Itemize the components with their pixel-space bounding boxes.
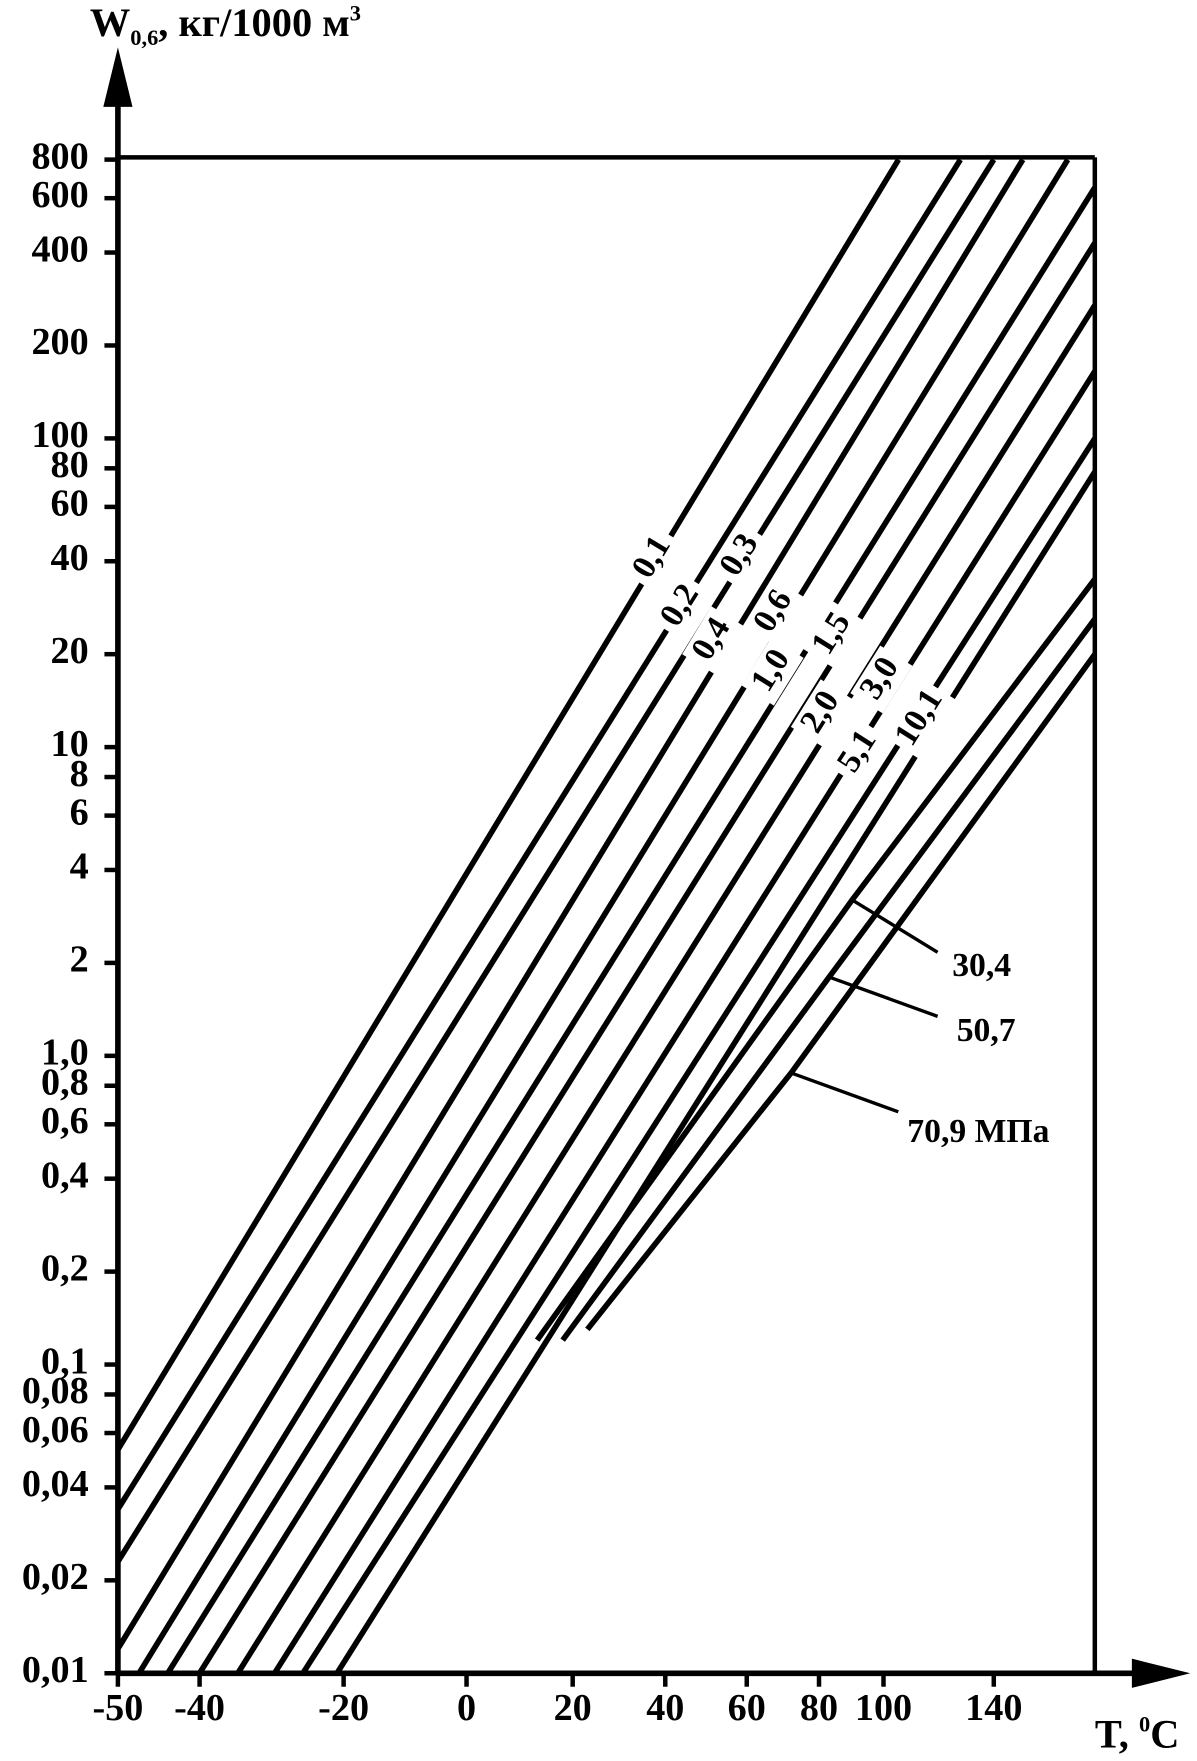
series-line [165,185,1095,1674]
y-tick-label: 0,02 [22,1556,89,1598]
y-tick-label: 6 [70,791,89,833]
x-axis-title-sup: 0 [1139,1712,1150,1737]
y-tick-label: 2 [70,939,89,981]
y-tick-label: 8 [70,753,89,795]
x-tick-label: -50 [92,1687,143,1729]
series-line [334,470,1095,1674]
series-line [117,158,997,1564]
y-axis-title-sup: 3 [350,0,361,25]
series-line [300,436,1095,1674]
series-label: 50,7 [957,1012,1016,1049]
label-background [743,578,806,647]
label-background [886,679,956,759]
y-axis-title-main: W [90,0,130,45]
label-background [710,522,773,590]
x-tick-label: -40 [174,1687,225,1729]
x-tick-label: 140 [965,1687,1022,1729]
x-tick-label: 60 [728,1687,766,1729]
y-tick-label: 0,1 [41,1340,89,1382]
y-tick-label: 60 [51,483,89,525]
series-label: 30,4 [952,947,1011,984]
y-axis-title-sub: 0,6 [130,25,158,50]
y-tick-label: 400 [31,228,88,270]
series-line [272,369,1095,1674]
y-tick-label: 10 [51,723,89,765]
y-tick-label: 40 [51,537,89,579]
y-tick-label: 80 [51,444,89,486]
y-axis-title: W0,6, кг/1000 м3 [90,0,361,50]
x-tick-label: 20 [554,1687,592,1729]
label-background [827,718,891,787]
y-tick-label: 1,0 [41,1032,89,1074]
series-line [585,652,1095,1332]
y-tick-label: 0,01 [22,1649,89,1691]
label-background [622,524,685,593]
y-axis-title-unit: , кг/1000 м [158,0,350,45]
y-tick-label: 800 [31,135,88,177]
callout-leader [828,975,939,1018]
label-background [682,606,744,675]
y-tick-label: 20 [51,630,89,672]
y-axis-arrow [103,47,133,107]
y-tick-label: 600 [31,174,88,216]
x-axis-title: T, 0C [1095,1711,1180,1756]
label-background [741,637,804,706]
label-background [802,600,865,669]
plot-lines [117,158,1095,1674]
series-line [117,158,963,1511]
series-line [136,158,1071,1674]
y-tick-label: 100 [31,414,88,456]
callout-leader [790,1071,899,1114]
x-axis-title-unit: C [1150,1711,1179,1756]
y-tick-label: 200 [31,321,88,363]
y-tick-label: 0,06 [22,1409,89,1451]
label-background [650,572,713,641]
x-axis-title-main: T, [1095,1711,1139,1756]
x-tick-label: 40 [646,1687,684,1729]
x-tick-label: 80 [800,1687,838,1729]
y-tick-label: 0,4 [41,1154,89,1196]
y-tick-label: 0,2 [41,1247,89,1289]
y-tick-label: 0,6 [41,1100,89,1142]
y-tick-label: 4 [70,846,89,888]
x-tick-label: 0 [457,1687,476,1729]
label-background [850,645,913,714]
series-line [197,241,1095,1674]
series-line [117,158,901,1452]
label-background [790,679,854,748]
callout-leader [851,898,939,954]
series-label: 70,9 МПа [907,1113,1049,1150]
y-tick-label: 0,08 [22,1370,89,1412]
y-tick-label: 0,8 [41,1062,89,1104]
x-tick-label: 100 [855,1687,912,1729]
x-tick-label: -20 [318,1687,369,1729]
x-axis-arrow [1131,1658,1191,1688]
y-tick-label: 0,04 [22,1463,89,1505]
series-line [235,303,1095,1674]
series-line [117,158,1026,1651]
